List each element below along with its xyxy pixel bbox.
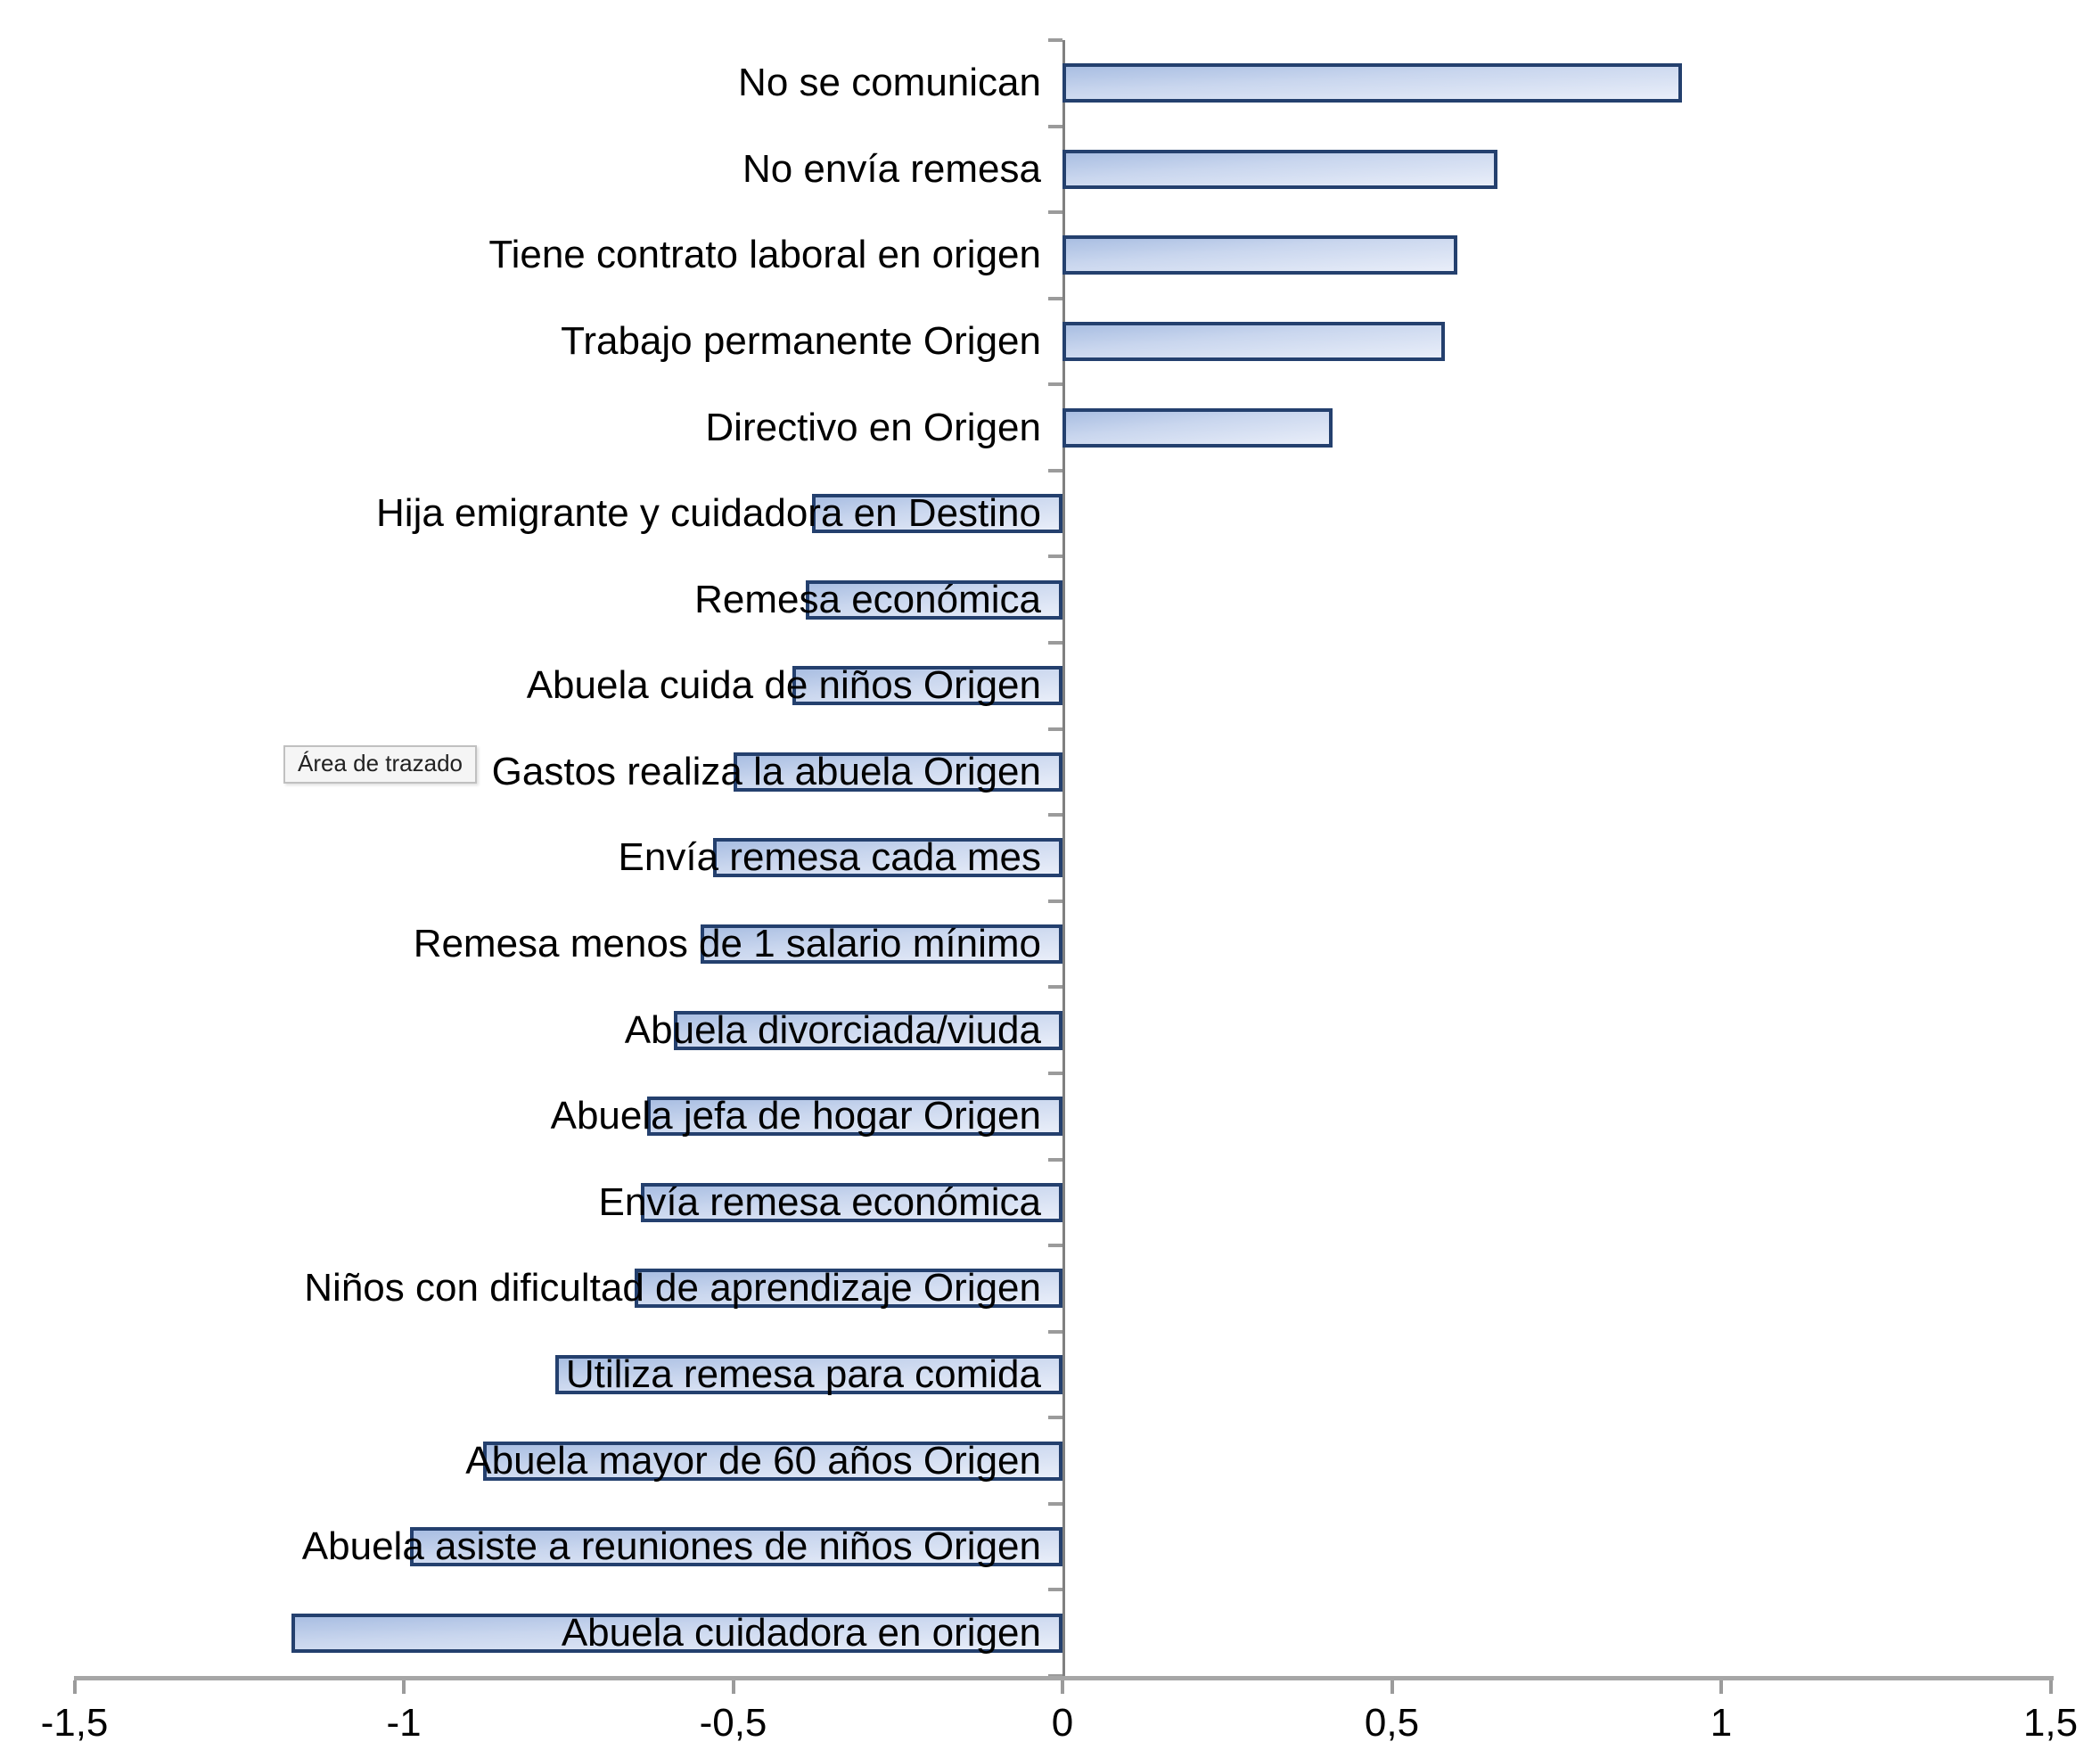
chart-row: Trabajo permanente Origen: [0, 299, 2100, 385]
chart-row: Abuela asiste a reuniones de niños Orige…: [0, 1504, 2100, 1590]
category-tick: [1048, 1071, 1062, 1075]
category-tick: [1048, 727, 1062, 731]
category-label: Abuela divorciada/viuda: [624, 1007, 1041, 1052]
bar-negative[interactable]: [700, 924, 1062, 965]
category-tick: [1048, 1157, 1062, 1162]
value-axis-line: [74, 1676, 2054, 1680]
chart-row: Envía remesa económica: [0, 1160, 2100, 1246]
bar-negative[interactable]: [792, 666, 1062, 706]
value-axis-tick: [1390, 1680, 1394, 1694]
category-tick: [1048, 296, 1062, 300]
value-axis-tick-label: 0,5: [1364, 1701, 1420, 1745]
value-axis-tick-label: -1,5: [40, 1701, 109, 1745]
category-label: Niños con dificultad de aprendizaje Orig…: [304, 1266, 1041, 1310]
value-axis-tick: [2048, 1680, 2053, 1694]
category-label: Gastos realiza la abuela Origen: [491, 749, 1041, 793]
chart-row: Remesa económica: [0, 556, 2100, 643]
chart-row: Abuela jefa de hogar Origen: [0, 1073, 2100, 1160]
bar-negative[interactable]: [647, 1097, 1062, 1137]
chart-row: Remesa menos de 1 salario mínimo: [0, 901, 2100, 988]
chart-row: Directivo en Origen: [0, 384, 2100, 471]
category-tick: [1048, 813, 1062, 817]
chart-row: Utiliza remesa para comida: [0, 1332, 2100, 1418]
category-tick: [1048, 382, 1062, 387]
category-label: Hija emigrante y cuidadora en Destino: [376, 491, 1041, 536]
category-tick: [1048, 124, 1062, 128]
category-label: Abuela cuida de niños Origen: [526, 663, 1041, 708]
bar-positive[interactable]: [1062, 235, 1458, 275]
bar-negative[interactable]: [554, 1354, 1062, 1394]
chart-row: Gastos realiza la abuela Origen: [0, 729, 2100, 816]
category-tick: [1048, 1329, 1062, 1334]
category-label: Directivo en Origen: [705, 405, 1041, 449]
value-axis-tick-label: 0: [1051, 1701, 1074, 1745]
chart-row: Tiene contrato laboral en origen: [0, 212, 2100, 299]
bar-positive[interactable]: [1062, 63, 1682, 103]
category-tick: [1048, 641, 1062, 645]
bar-negative[interactable]: [482, 1441, 1062, 1481]
value-axis-tick: [731, 1680, 735, 1694]
category-tick: [1048, 1588, 1062, 1592]
chart-row: Envía remesa cada mes: [0, 815, 2100, 901]
category-label: Utiliza remesa para comida: [565, 1351, 1041, 1396]
bar-negative[interactable]: [805, 579, 1062, 620]
category-label: Tiene contrato laboral en origen: [488, 233, 1041, 277]
bar-negative[interactable]: [291, 1613, 1062, 1653]
category-label: Envía remesa económica: [598, 1179, 1041, 1224]
category-label: Trabajo permanente Origen: [561, 319, 1041, 364]
category-label: Remesa económica: [694, 577, 1041, 621]
bar-negative[interactable]: [641, 1182, 1062, 1222]
category-tick: [1048, 38, 1062, 42]
category-label: Abuela jefa de hogar Origen: [550, 1094, 1041, 1138]
category-tick: [1048, 210, 1062, 215]
category-tick: [1048, 555, 1062, 559]
category-label: Abuela asiste a reuniones de niños Orige…: [301, 1524, 1041, 1569]
category-label: No se comunican: [738, 61, 1041, 105]
bar-negative[interactable]: [733, 752, 1062, 792]
category-label: Abuela mayor de 60 años Origen: [465, 1438, 1041, 1483]
chart-row: Hija emigrante y cuidadora en Destino: [0, 471, 2100, 557]
value-axis-tick: [1719, 1680, 1723, 1694]
category-tick: [1048, 1501, 1062, 1506]
value-axis-tick-label: -0,5: [699, 1701, 767, 1745]
category-label: No envía remesa: [742, 146, 1041, 191]
category-label: Abuela cuidadora en origen: [561, 1610, 1041, 1655]
chart-row: Abuela divorciada/viuda: [0, 987, 2100, 1073]
bar-positive[interactable]: [1062, 407, 1333, 448]
category-axis-line: [1062, 40, 1065, 1676]
plot-area-tooltip: Área de trazado: [283, 745, 478, 784]
category-tick: [1048, 985, 1062, 990]
category-tick: [1048, 1244, 1062, 1248]
chart-row: Abuela cuidadora en origen: [0, 1590, 2100, 1676]
chart-row: Niños con dificultad de aprendizaje Orig…: [0, 1245, 2100, 1332]
category-label: Remesa menos de 1 salario mínimo: [413, 922, 1041, 966]
value-axis-tick-label: -1: [386, 1701, 422, 1745]
bar-negative[interactable]: [634, 1269, 1062, 1309]
chart-row: No se comunican: [0, 40, 2100, 127]
category-tick: [1048, 468, 1062, 472]
value-axis-tick: [402, 1680, 406, 1694]
value-axis-tick: [72, 1680, 77, 1694]
chart-row: No envía remesa: [0, 127, 2100, 213]
value-axis-tick-label: 1,5: [2022, 1701, 2079, 1745]
bar-positive[interactable]: [1062, 149, 1497, 189]
bar-negative[interactable]: [410, 1527, 1062, 1567]
chart-row: Abuela mayor de 60 años Origen: [0, 1417, 2100, 1504]
bar-negative[interactable]: [673, 1010, 1062, 1050]
bar-negative[interactable]: [713, 838, 1062, 878]
value-axis-tick-label: 1: [1710, 1701, 1733, 1745]
value-axis-tick: [1061, 1680, 1064, 1694]
chart-row: Abuela cuida de niños Origen: [0, 643, 2100, 729]
category-tick: [1048, 899, 1062, 903]
bar-positive[interactable]: [1062, 322, 1445, 362]
bar-negative[interactable]: [812, 494, 1062, 534]
category-tick: [1048, 1416, 1062, 1420]
category-label: Envía remesa cada mes: [618, 835, 1041, 880]
